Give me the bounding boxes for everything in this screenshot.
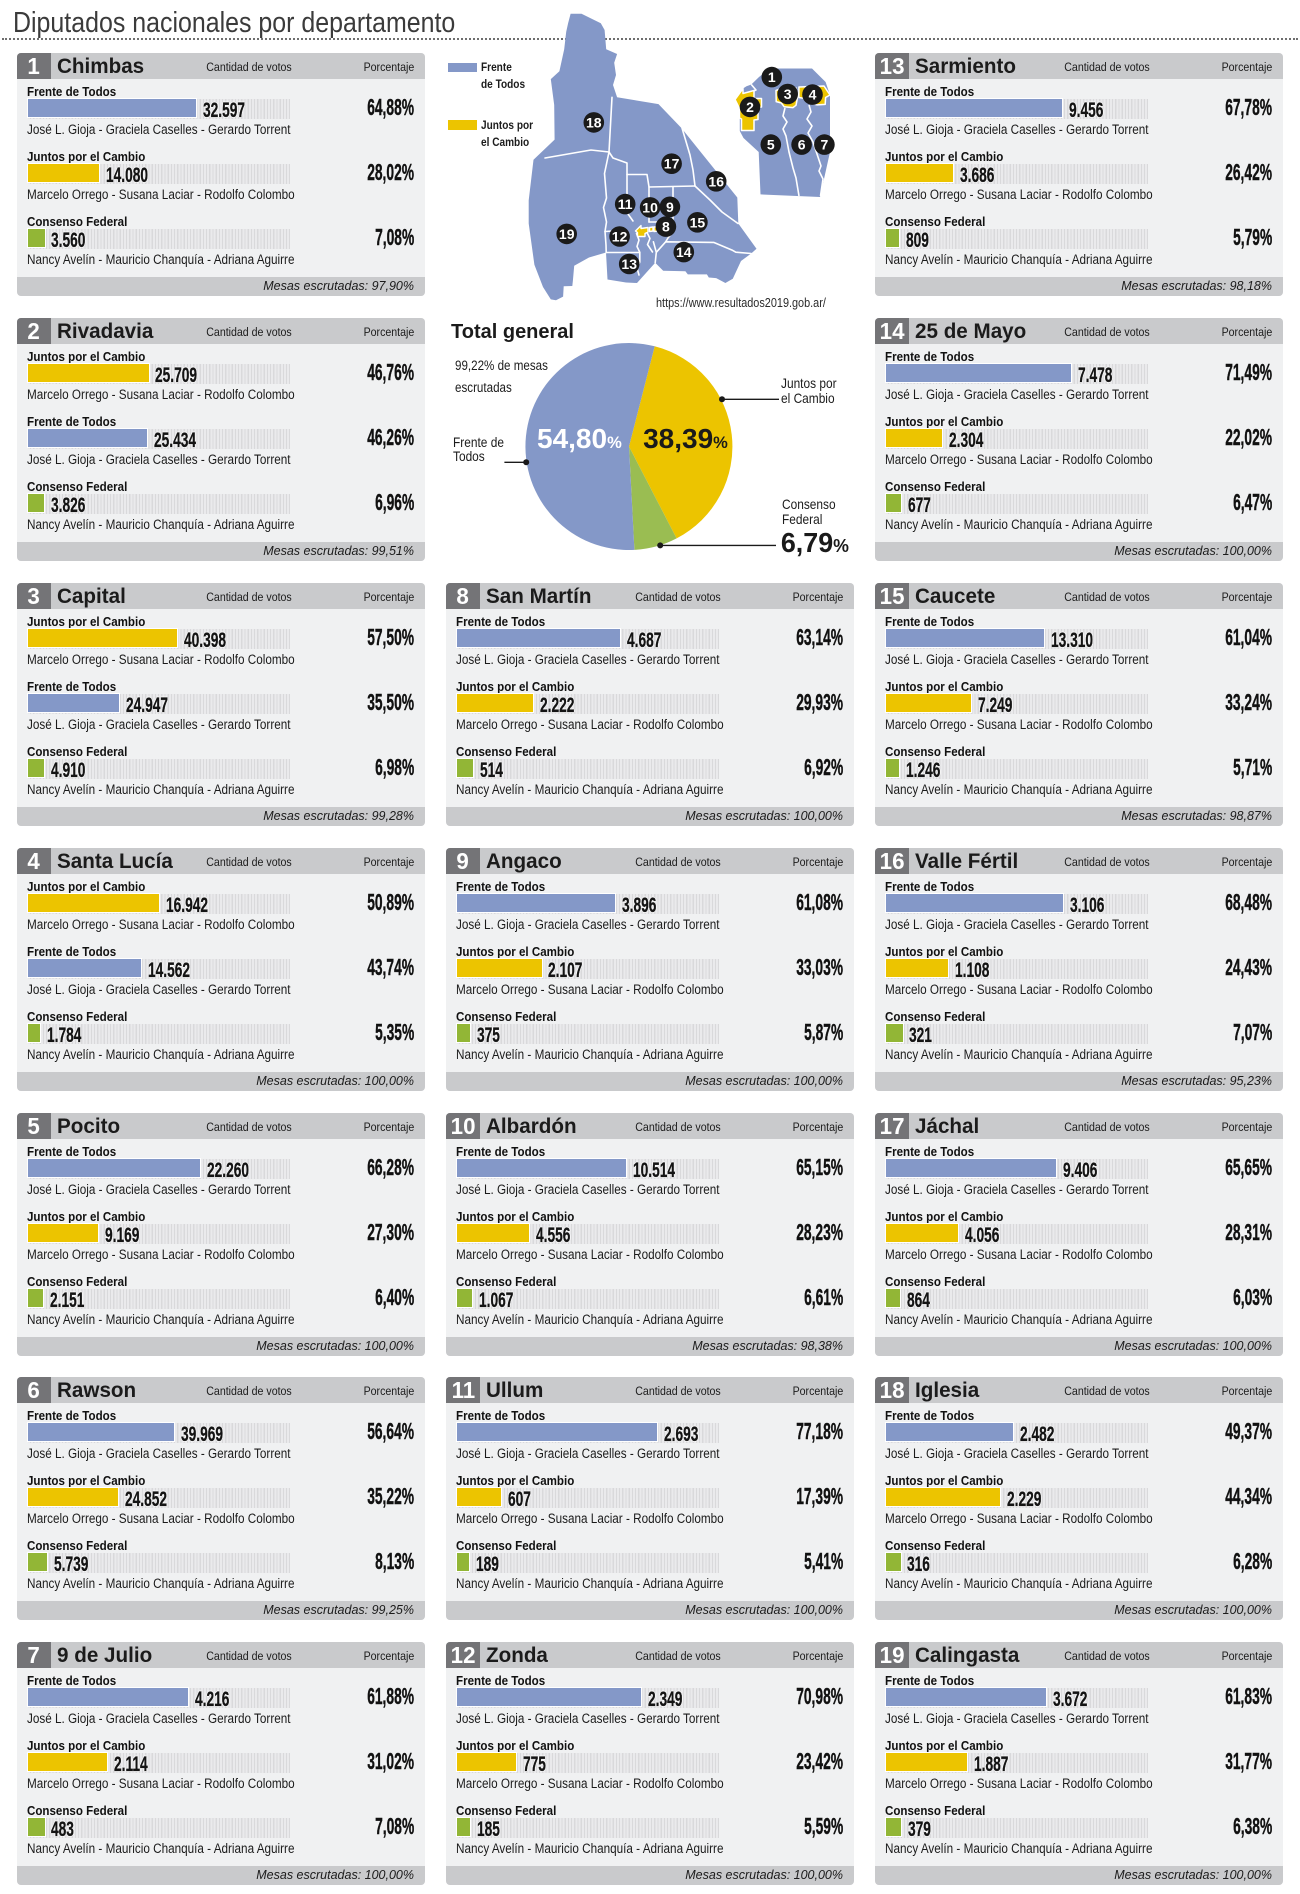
svg-text:19: 19 bbox=[559, 226, 575, 242]
svg-text:3: 3 bbox=[784, 86, 792, 102]
svg-text:10: 10 bbox=[642, 199, 658, 215]
svg-text:6: 6 bbox=[798, 137, 806, 153]
svg-text:11: 11 bbox=[618, 196, 633, 212]
svg-text:17: 17 bbox=[664, 156, 680, 172]
svg-text:2: 2 bbox=[746, 99, 754, 115]
svg-text:7: 7 bbox=[821, 137, 829, 153]
svg-text:9: 9 bbox=[666, 199, 674, 215]
svg-text:16: 16 bbox=[708, 173, 724, 189]
svg-text:4: 4 bbox=[809, 87, 817, 103]
svg-text:13: 13 bbox=[621, 256, 637, 272]
svg-text:15: 15 bbox=[690, 214, 706, 230]
svg-text:5: 5 bbox=[767, 137, 775, 153]
svg-text:14: 14 bbox=[676, 244, 692, 260]
svg-text:8: 8 bbox=[662, 219, 670, 235]
svg-text:12: 12 bbox=[612, 229, 628, 245]
svg-text:1: 1 bbox=[768, 69, 776, 85]
svg-text:18: 18 bbox=[586, 114, 602, 130]
